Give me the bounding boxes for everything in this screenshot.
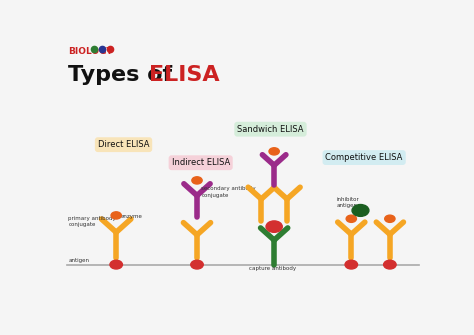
Circle shape (352, 205, 369, 216)
Circle shape (111, 212, 121, 219)
Text: Types of: Types of (68, 65, 180, 85)
Circle shape (110, 260, 122, 269)
Circle shape (345, 260, 357, 269)
Circle shape (269, 148, 279, 155)
Text: Competitive ELISA: Competitive ELISA (326, 153, 403, 162)
Circle shape (266, 221, 283, 232)
Text: primary antibody
conjugate: primary antibody conjugate (68, 216, 116, 227)
Text: enzyme: enzyme (120, 214, 143, 219)
Text: secondary antibody
conjugate: secondary antibody conjugate (201, 186, 256, 198)
Text: capture antibody: capture antibody (249, 266, 296, 271)
Circle shape (346, 215, 356, 222)
Text: inhibitor
antigen: inhibitor antigen (337, 197, 359, 208)
Text: Sandwich ELISA: Sandwich ELISA (237, 125, 304, 134)
Circle shape (385, 215, 395, 222)
Text: Indirect ELISA: Indirect ELISA (172, 158, 230, 167)
Text: BIOLOGY: BIOLOGY (68, 47, 113, 56)
Circle shape (383, 260, 396, 269)
Circle shape (192, 177, 202, 184)
Text: ELISA: ELISA (149, 65, 220, 85)
Text: antigen: antigen (68, 258, 90, 263)
Text: Direct ELISA: Direct ELISA (98, 140, 149, 149)
Circle shape (191, 260, 203, 269)
